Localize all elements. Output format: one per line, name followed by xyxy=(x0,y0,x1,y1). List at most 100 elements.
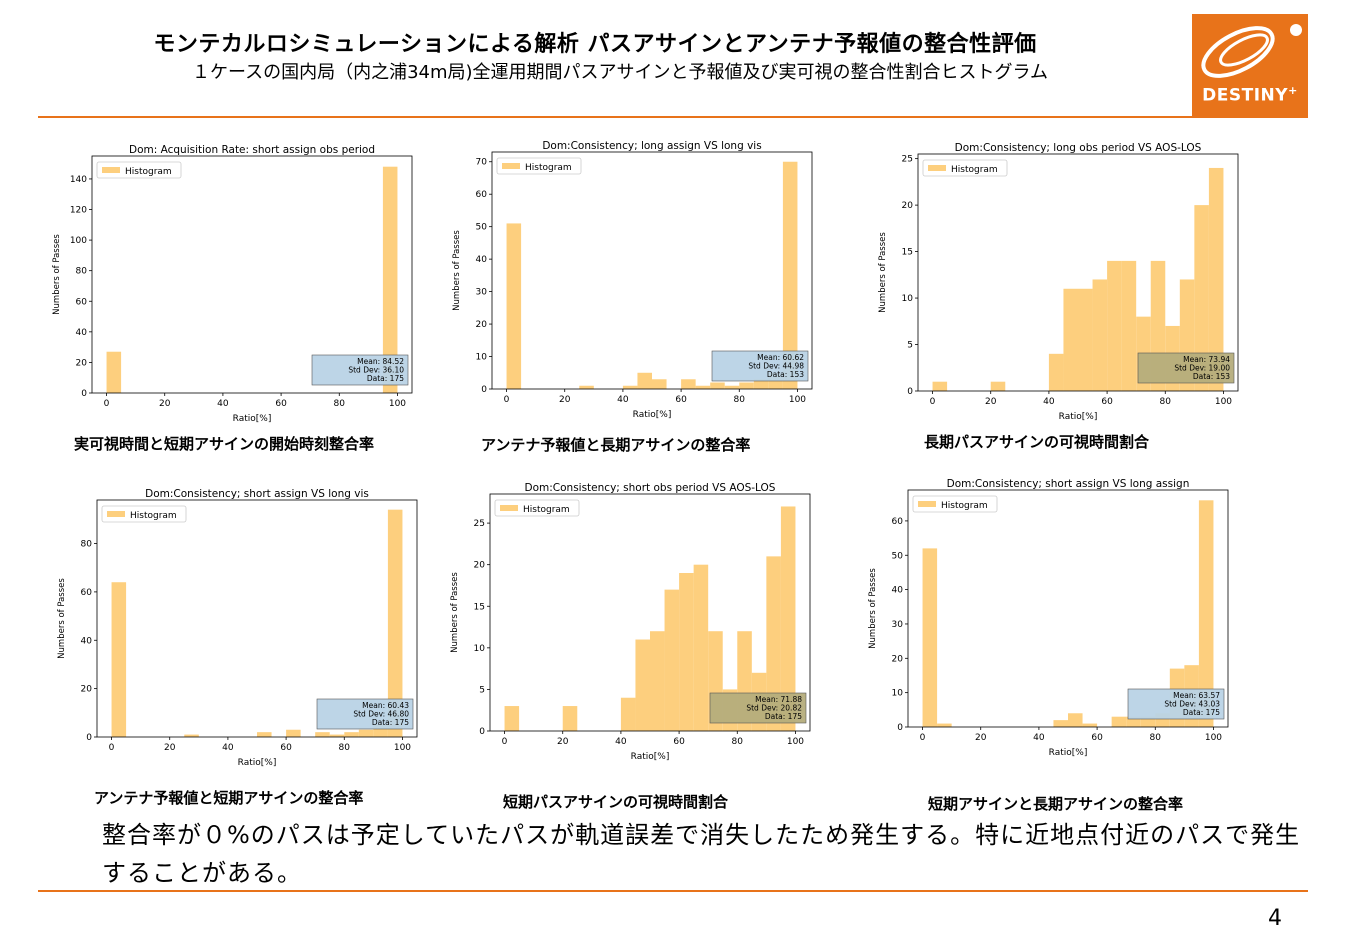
legend: Histogram xyxy=(96,161,182,179)
x-tick-label: 0 xyxy=(109,743,115,753)
histogram-bar xyxy=(782,161,798,389)
y-tick-label: 25 xyxy=(902,155,913,165)
y-tick-label: 20 xyxy=(902,201,914,211)
histogram-bar xyxy=(1194,205,1209,391)
x-axis-label: Ratio[%] xyxy=(1049,748,1088,758)
legend-swatch xyxy=(928,165,946,171)
histogram-bar xyxy=(1121,260,1137,391)
histogram-bar xyxy=(753,379,769,389)
orbit-logo-icon xyxy=(1201,24,1302,78)
legend-label: Histogram xyxy=(125,167,172,177)
histogram-bar xyxy=(695,385,711,389)
histogram-bar xyxy=(1053,720,1068,727)
histogram-bar xyxy=(664,589,680,731)
stats-box-bg xyxy=(316,698,414,730)
histogram-bar xyxy=(724,385,740,389)
x-tick-label: 60 xyxy=(1101,397,1113,407)
stats-line: Std Dev: 19.00 xyxy=(1174,364,1230,373)
destiny-logo: DESTINY+ xyxy=(1192,14,1308,116)
y-axis-label: Numbers of Passes xyxy=(450,572,460,653)
y-axis-label: Numbers of Passes xyxy=(878,232,888,313)
histogram-bar xyxy=(579,385,594,389)
x-tick-label: 80 xyxy=(339,743,351,753)
histogram-bar xyxy=(344,732,359,737)
caption-chart-3: 長期パスアサインの可視時間割合 xyxy=(924,433,1150,451)
y-tick-label: 0 xyxy=(479,727,485,737)
histogram-bar xyxy=(739,382,754,389)
x-axis-label: Ratio[%] xyxy=(233,414,272,424)
chart-svg: Dom:Consistency; short assign VS long vi… xyxy=(57,488,418,768)
histogram-bar xyxy=(257,732,272,737)
legend-box xyxy=(496,157,582,175)
legend: Histogram xyxy=(496,157,582,175)
histogram-bar xyxy=(329,734,345,737)
x-tick-label: 100 xyxy=(787,737,804,747)
plot-frame xyxy=(907,489,1229,728)
legend-box xyxy=(922,159,1008,177)
x-tick-label: 40 xyxy=(617,395,629,405)
chart-svg: Dom:Consistency; short obs period VS AOS… xyxy=(450,482,811,762)
stats-line: Std Dev: 44.98 xyxy=(748,362,804,371)
plot-frame xyxy=(91,155,413,394)
caption-chart-5: 短期パスアサインの可視時間割合 xyxy=(503,793,729,811)
y-tick-label: 20 xyxy=(81,685,93,695)
histogram-bar xyxy=(111,582,127,737)
y-tick-label: 0 xyxy=(81,389,87,399)
stats-line: Std Dev: 46.80 xyxy=(353,710,409,719)
y-tick-label: 10 xyxy=(892,689,904,699)
stats-line: Std Dev: 43.03 xyxy=(1164,700,1220,709)
y-tick-label: 5 xyxy=(907,341,913,351)
histogram-chart-long-assign-vs-long-vis: Dom:Consistency; long assign VS long vis… xyxy=(450,138,820,423)
chart-title: Dom:Consistency; long assign VS long vis xyxy=(542,140,761,152)
chart-svg: Dom: Acquisition Rate: short assign obs … xyxy=(52,144,413,424)
histogram-bar xyxy=(693,564,709,731)
histogram-bar xyxy=(504,706,520,731)
stats-box-bg xyxy=(711,350,809,382)
y-tick-label: 20 xyxy=(892,654,904,664)
stats-line: Std Dev: 36.10 xyxy=(348,366,404,375)
histogram-chart-short-assign-vs-long-vis: Dom:Consistency; short assign VS long vi… xyxy=(55,486,425,771)
caption-chart-6: 短期アサインと長期アサインの整合率 xyxy=(928,795,1184,813)
y-tick-label: 30 xyxy=(476,288,488,298)
x-tick-label: 100 xyxy=(1215,397,1232,407)
histogram-bar xyxy=(635,639,650,731)
y-axis-label: Numbers of Passes xyxy=(52,234,62,315)
y-tick-label: 0 xyxy=(907,387,913,397)
x-tick-label: 80 xyxy=(1150,733,1162,743)
histogram-bar xyxy=(622,385,638,389)
y-tick-label: 70 xyxy=(476,158,488,168)
y-tick-label: 20 xyxy=(476,320,488,330)
x-tick-label: 100 xyxy=(1205,733,1222,743)
histogram-chart-short-assign-vs-long-assign: Dom:Consistency; short assign VS long as… xyxy=(866,476,1236,761)
legend-box xyxy=(101,505,187,523)
page-title: モンテカルロシミュレーションによる解析 パスアサインとアンテナ予報値の整合性評価 xyxy=(153,32,1037,57)
histogram-chart-short-obs-vs-aos-los: Dom:Consistency; short obs period VS AOS… xyxy=(448,480,818,765)
x-axis-label: Ratio[%] xyxy=(238,758,277,768)
histogram-bar xyxy=(937,723,952,727)
legend-swatch xyxy=(918,501,936,507)
stats-line: Mean: 63.57 xyxy=(1173,691,1220,700)
stats-line: Data: 175 xyxy=(1183,708,1220,717)
chart-svg: Dom:Consistency; long assign VS long vis… xyxy=(452,140,813,420)
legend-swatch xyxy=(102,167,120,173)
y-tick-label: 5 xyxy=(479,685,485,695)
x-tick-label: 40 xyxy=(615,737,627,747)
plot-frame xyxy=(96,499,418,738)
x-axis-label: Ratio[%] xyxy=(631,752,670,762)
y-tick-label: 60 xyxy=(76,297,88,307)
y-tick-label: 80 xyxy=(81,540,93,550)
y-tick-label: 20 xyxy=(76,358,88,368)
stats-box-bg xyxy=(709,692,807,724)
x-tick-label: 100 xyxy=(789,395,806,405)
y-tick-label: 140 xyxy=(70,175,87,185)
histogram-bar xyxy=(1107,260,1122,391)
x-tick-label: 0 xyxy=(920,733,926,743)
histogram-bar xyxy=(766,556,781,731)
histogram-bar xyxy=(382,166,398,393)
x-tick-label: 40 xyxy=(222,743,234,753)
legend-box xyxy=(96,161,182,179)
